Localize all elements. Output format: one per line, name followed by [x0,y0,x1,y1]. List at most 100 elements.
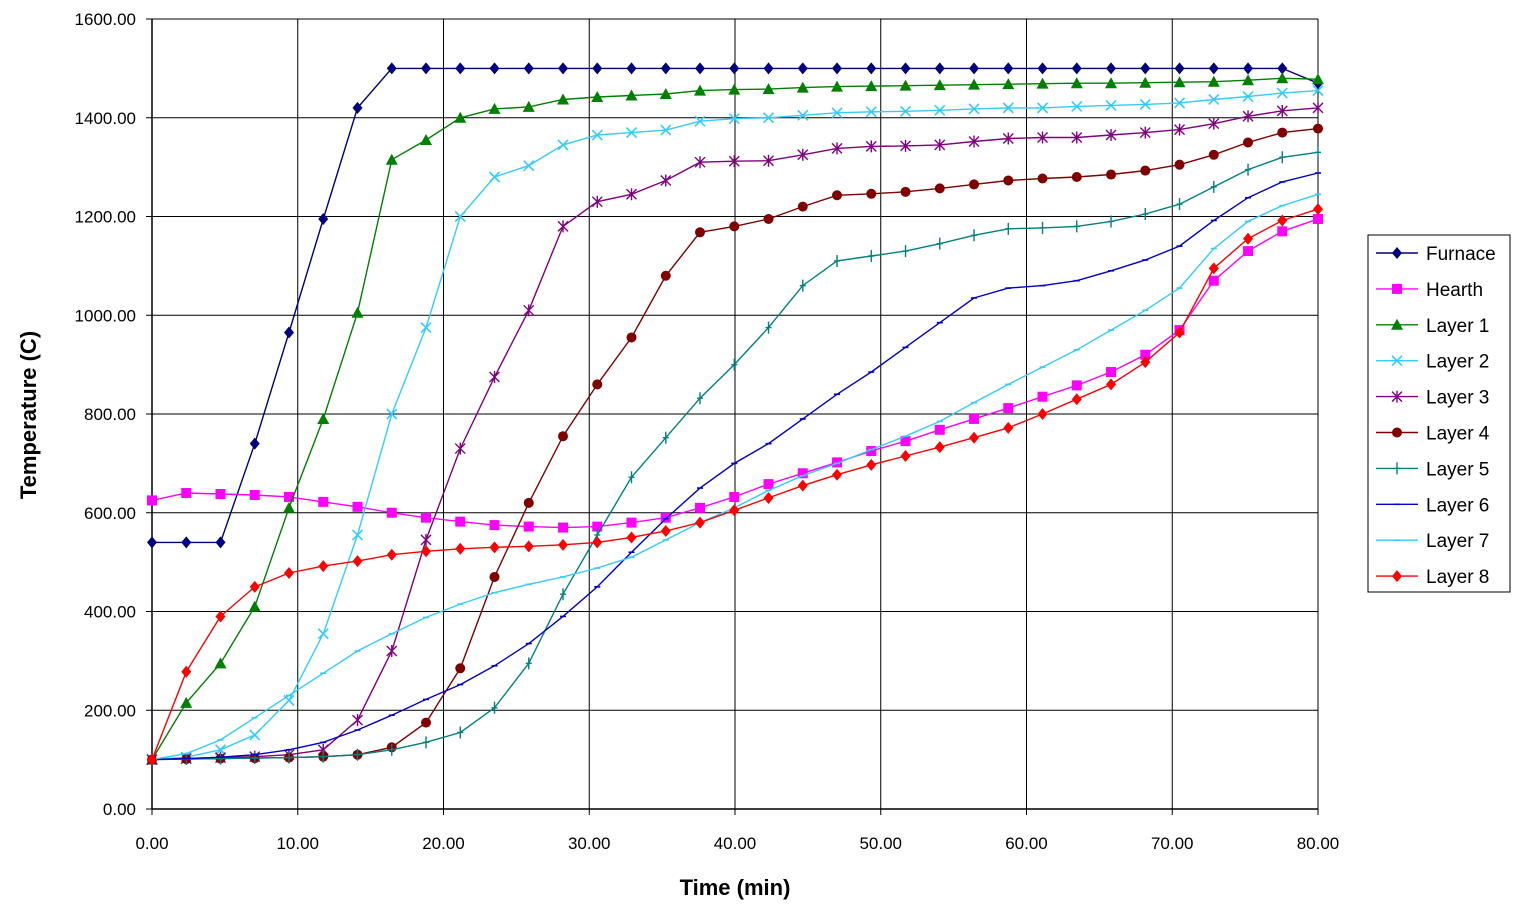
series-hearth [147,213,1323,533]
data-point-hearth [763,479,774,490]
data-point-layer-1 [454,111,467,123]
data-point-layer-1 [694,84,707,96]
data-point-layer-3 [763,154,775,167]
data-point-layer-1 [1139,76,1152,88]
data-point-layer-2 [317,628,329,640]
legend: Furnace Hearth Layer 1 Layer 2 Layer 3 Layer … [1367,234,1511,593]
data-point-layer-8 [695,516,706,529]
data-point-layer-3 [1242,110,1254,123]
data-point-layer-5 [423,736,430,749]
data-point-layer-5 [731,358,738,371]
data-point-layer-3 [1071,131,1083,144]
data-point-layer-8 [1208,262,1219,275]
data-point-hearth [1037,391,1048,402]
data-point-layer-4 [421,717,432,728]
data-point-furnace [1106,62,1117,75]
data-point-layer-5 [560,588,567,601]
legend-label: Layer 8 [1426,567,1489,588]
legend-swatch-marker [1392,283,1402,294]
legend-item-layer-6: Layer 6 [1376,495,1489,516]
data-point-layer-4 [489,571,500,582]
legend-label: Layer 7 [1426,531,1489,552]
data-point-layer-2 [1139,98,1151,110]
data-point-furnace [1243,62,1254,75]
data-point-furnace [969,62,980,75]
x-tick-label: 60.00 [1005,834,1048,853]
data-point-layer-4 [763,213,774,224]
data-point-layer-1 [1105,77,1118,89]
x-tick-label: 50.00 [859,834,902,853]
legend-item-layer-1: Layer 1 [1376,316,1489,337]
legend-item-hearth: Hearth [1376,280,1483,301]
legend-swatch-marker [1394,462,1400,475]
data-point-layer-2 [1071,100,1083,112]
data-point-layer-3 [523,304,535,317]
data-point-layer-2 [660,124,672,136]
data-point-layer-5 [388,743,395,756]
legend-item-layer-7: Layer 7 [1376,531,1489,552]
data-point-layer-2 [899,105,912,117]
data-point-layer-5 [1176,198,1183,211]
data-point-furnace [181,536,192,549]
data-point-layer-4 [1277,127,1288,138]
data-point-hearth [695,502,706,513]
data-point-layer-8 [763,491,774,504]
data-point-layer-1 [728,83,741,95]
data-point-layer-4 [455,663,466,674]
data-point-layer-8 [1071,393,1082,406]
legend-item-layer-8: Layer 8 [1376,567,1489,588]
legend-swatch-marker [1392,247,1402,259]
legend-label: Layer 5 [1426,459,1489,480]
data-point-furnace [558,62,569,75]
data-point-hearth [181,488,192,498]
data-point-layer-5 [971,229,978,242]
data-point-layer-2 [1208,93,1220,106]
legend-label: Layer 2 [1426,352,1489,373]
data-point-layer-2 [934,104,946,116]
data-point-furnace [489,62,500,75]
data-point-furnace [455,62,466,75]
data-point-layer-8 [592,536,603,549]
data-point-layer-8 [1243,232,1254,245]
data-point-layer-4 [1243,137,1254,148]
data-point-layer-4 [729,221,740,232]
data-point-layer-5 [1279,151,1286,164]
data-point-hearth [284,491,295,502]
data-point-layer-5 [491,701,498,714]
data-point-layer-3 [660,174,672,187]
data-point-hearth [386,507,397,518]
data-point-layer-5 [697,392,704,405]
legend-item-layer-4: Layer 4 [1376,424,1490,445]
data-point-layer-2 [762,112,775,124]
y-tick-label: 0.00 [103,800,136,819]
data-point-layer-3 [797,148,809,161]
data-point-layer-5 [799,279,806,292]
data-point-furnace [249,437,260,450]
axes [146,18,1319,815]
data-point-hearth [1071,380,1082,391]
data-point-furnace [695,62,706,75]
data-point-layer-4 [797,201,808,212]
x-tick-label: 80.00 [1297,834,1340,853]
legend-swatch-marker [1392,427,1402,438]
data-point-layer-3 [831,142,843,155]
data-point-layer-5 [1210,180,1217,193]
data-point-layer-1 [933,79,946,91]
y-axis-ticks: 0.00 200.00 400.00 600.00 800.00 1000.00 1200.… [75,10,136,819]
data-point-layer-3 [1174,123,1186,136]
y-tick-label: 400.00 [84,603,136,622]
data-point-hearth [215,488,226,499]
data-point-hearth [832,457,843,468]
data-point-layer-8 [832,468,843,481]
data-point-layer-8 [318,560,329,573]
data-point-layer-8 [523,540,534,553]
data-point-layer-4 [1037,173,1048,184]
data-point-layer-1 [762,83,775,95]
data-point-layer-5 [868,250,875,262]
data-point-layer-8 [147,753,157,766]
series-furnace [147,62,1323,549]
data-point-layer-1 [659,88,672,100]
data-point-furnace [934,62,945,75]
data-point-furnace [1003,62,1014,75]
